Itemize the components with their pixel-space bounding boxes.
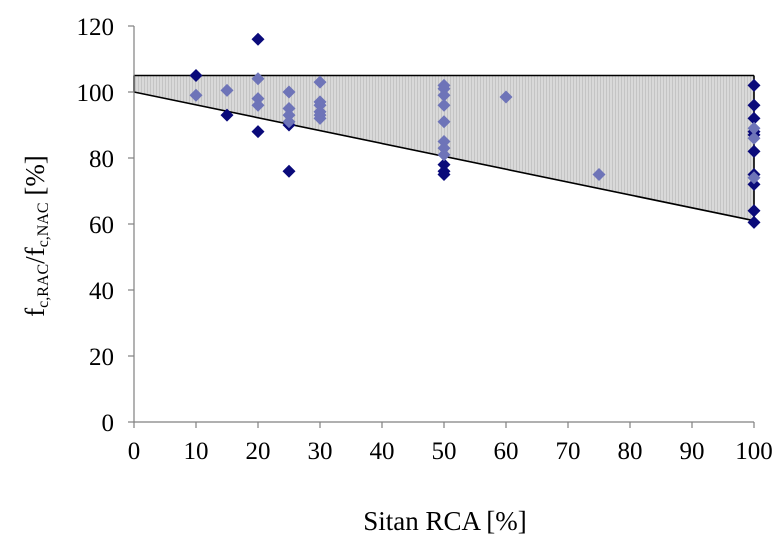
x-tick-labels: 0 10 20 30 40 50 60 70 80 90 100 <box>128 438 773 465</box>
data-point-light <box>747 131 761 145</box>
x-tick-label: 60 <box>494 438 519 465</box>
x-tick-label: 10 <box>184 438 209 465</box>
data-point-light <box>189 88 203 102</box>
y-tick-label: 20 <box>89 344 114 371</box>
data-point-dark <box>747 215 761 229</box>
data-point-dark <box>220 108 234 122</box>
data-point-light <box>282 85 296 99</box>
data-point-dark <box>282 164 296 178</box>
x-tick-label: 90 <box>680 438 705 465</box>
x-tick-label: 40 <box>370 438 395 465</box>
data-point-light <box>437 115 451 129</box>
data-point-dark <box>251 125 265 139</box>
y-axis-title-unit: [%] <box>20 155 50 202</box>
x-tick-label: 0 <box>128 438 141 465</box>
data-point-light <box>251 92 265 106</box>
data-point-light <box>592 168 606 181</box>
x-tick-label: 70 <box>556 438 581 465</box>
data-point-light <box>313 75 327 89</box>
data-point-dark <box>437 158 451 172</box>
y-tick-label: 100 <box>77 80 115 107</box>
y-axis-title-sub2: c,NAC <box>35 202 52 247</box>
x-tick-label: 100 <box>735 438 773 465</box>
data-point-dark <box>251 32 265 46</box>
y-axis-title-slash: / <box>20 256 50 264</box>
data-point-light <box>437 82 451 96</box>
data-point-light <box>437 135 451 148</box>
y-tick-label: 60 <box>89 212 114 239</box>
y-axis-title-f2: f <box>20 247 50 256</box>
data-point-dark <box>747 78 761 92</box>
y-tick-label: 0 <box>102 410 115 437</box>
data-point-light <box>747 171 761 185</box>
data-point-dark <box>437 168 451 181</box>
x-axis-title: Sitan RCA [%] <box>363 506 527 536</box>
x-tick-label: 80 <box>618 438 643 465</box>
y-axis-title-sub1: c,RAC <box>35 264 52 308</box>
x-tick-label: 20 <box>246 438 271 465</box>
y-tick-label: 80 <box>89 146 114 173</box>
data-point-light <box>251 72 265 86</box>
x-tick-label: 50 <box>432 438 457 465</box>
y-axis-title: fc,RAC/fc,NAC [%] <box>20 155 52 317</box>
data-point-light <box>499 90 513 104</box>
data-point-light <box>282 108 296 122</box>
data-point-dark <box>747 204 761 218</box>
data-point-light <box>747 121 761 135</box>
data-point-light <box>437 141 451 155</box>
x-tick-label: 30 <box>308 438 333 465</box>
data-point-light <box>313 111 327 125</box>
data-point-light <box>282 115 296 129</box>
data-point-light <box>282 102 296 115</box>
axes <box>128 25 755 428</box>
data-point-light <box>313 98 327 112</box>
data-point-light <box>437 98 451 112</box>
data-points <box>189 32 761 229</box>
y-tick-label: 40 <box>89 278 114 305</box>
data-point-dark <box>747 177 761 191</box>
y-tick-labels: 0 20 40 60 80 100 120 <box>77 14 115 437</box>
data-point-dark <box>747 144 761 158</box>
data-point-light <box>437 88 451 102</box>
y-axis-title-f1: f <box>20 308 50 317</box>
data-point-light <box>220 83 234 97</box>
data-point-dark <box>747 98 761 112</box>
data-point-light <box>437 148 451 162</box>
data-point-dark <box>747 111 761 125</box>
data-point-dark <box>189 69 203 82</box>
y-tick-label: 120 <box>77 14 115 41</box>
data-point-light <box>251 98 265 112</box>
